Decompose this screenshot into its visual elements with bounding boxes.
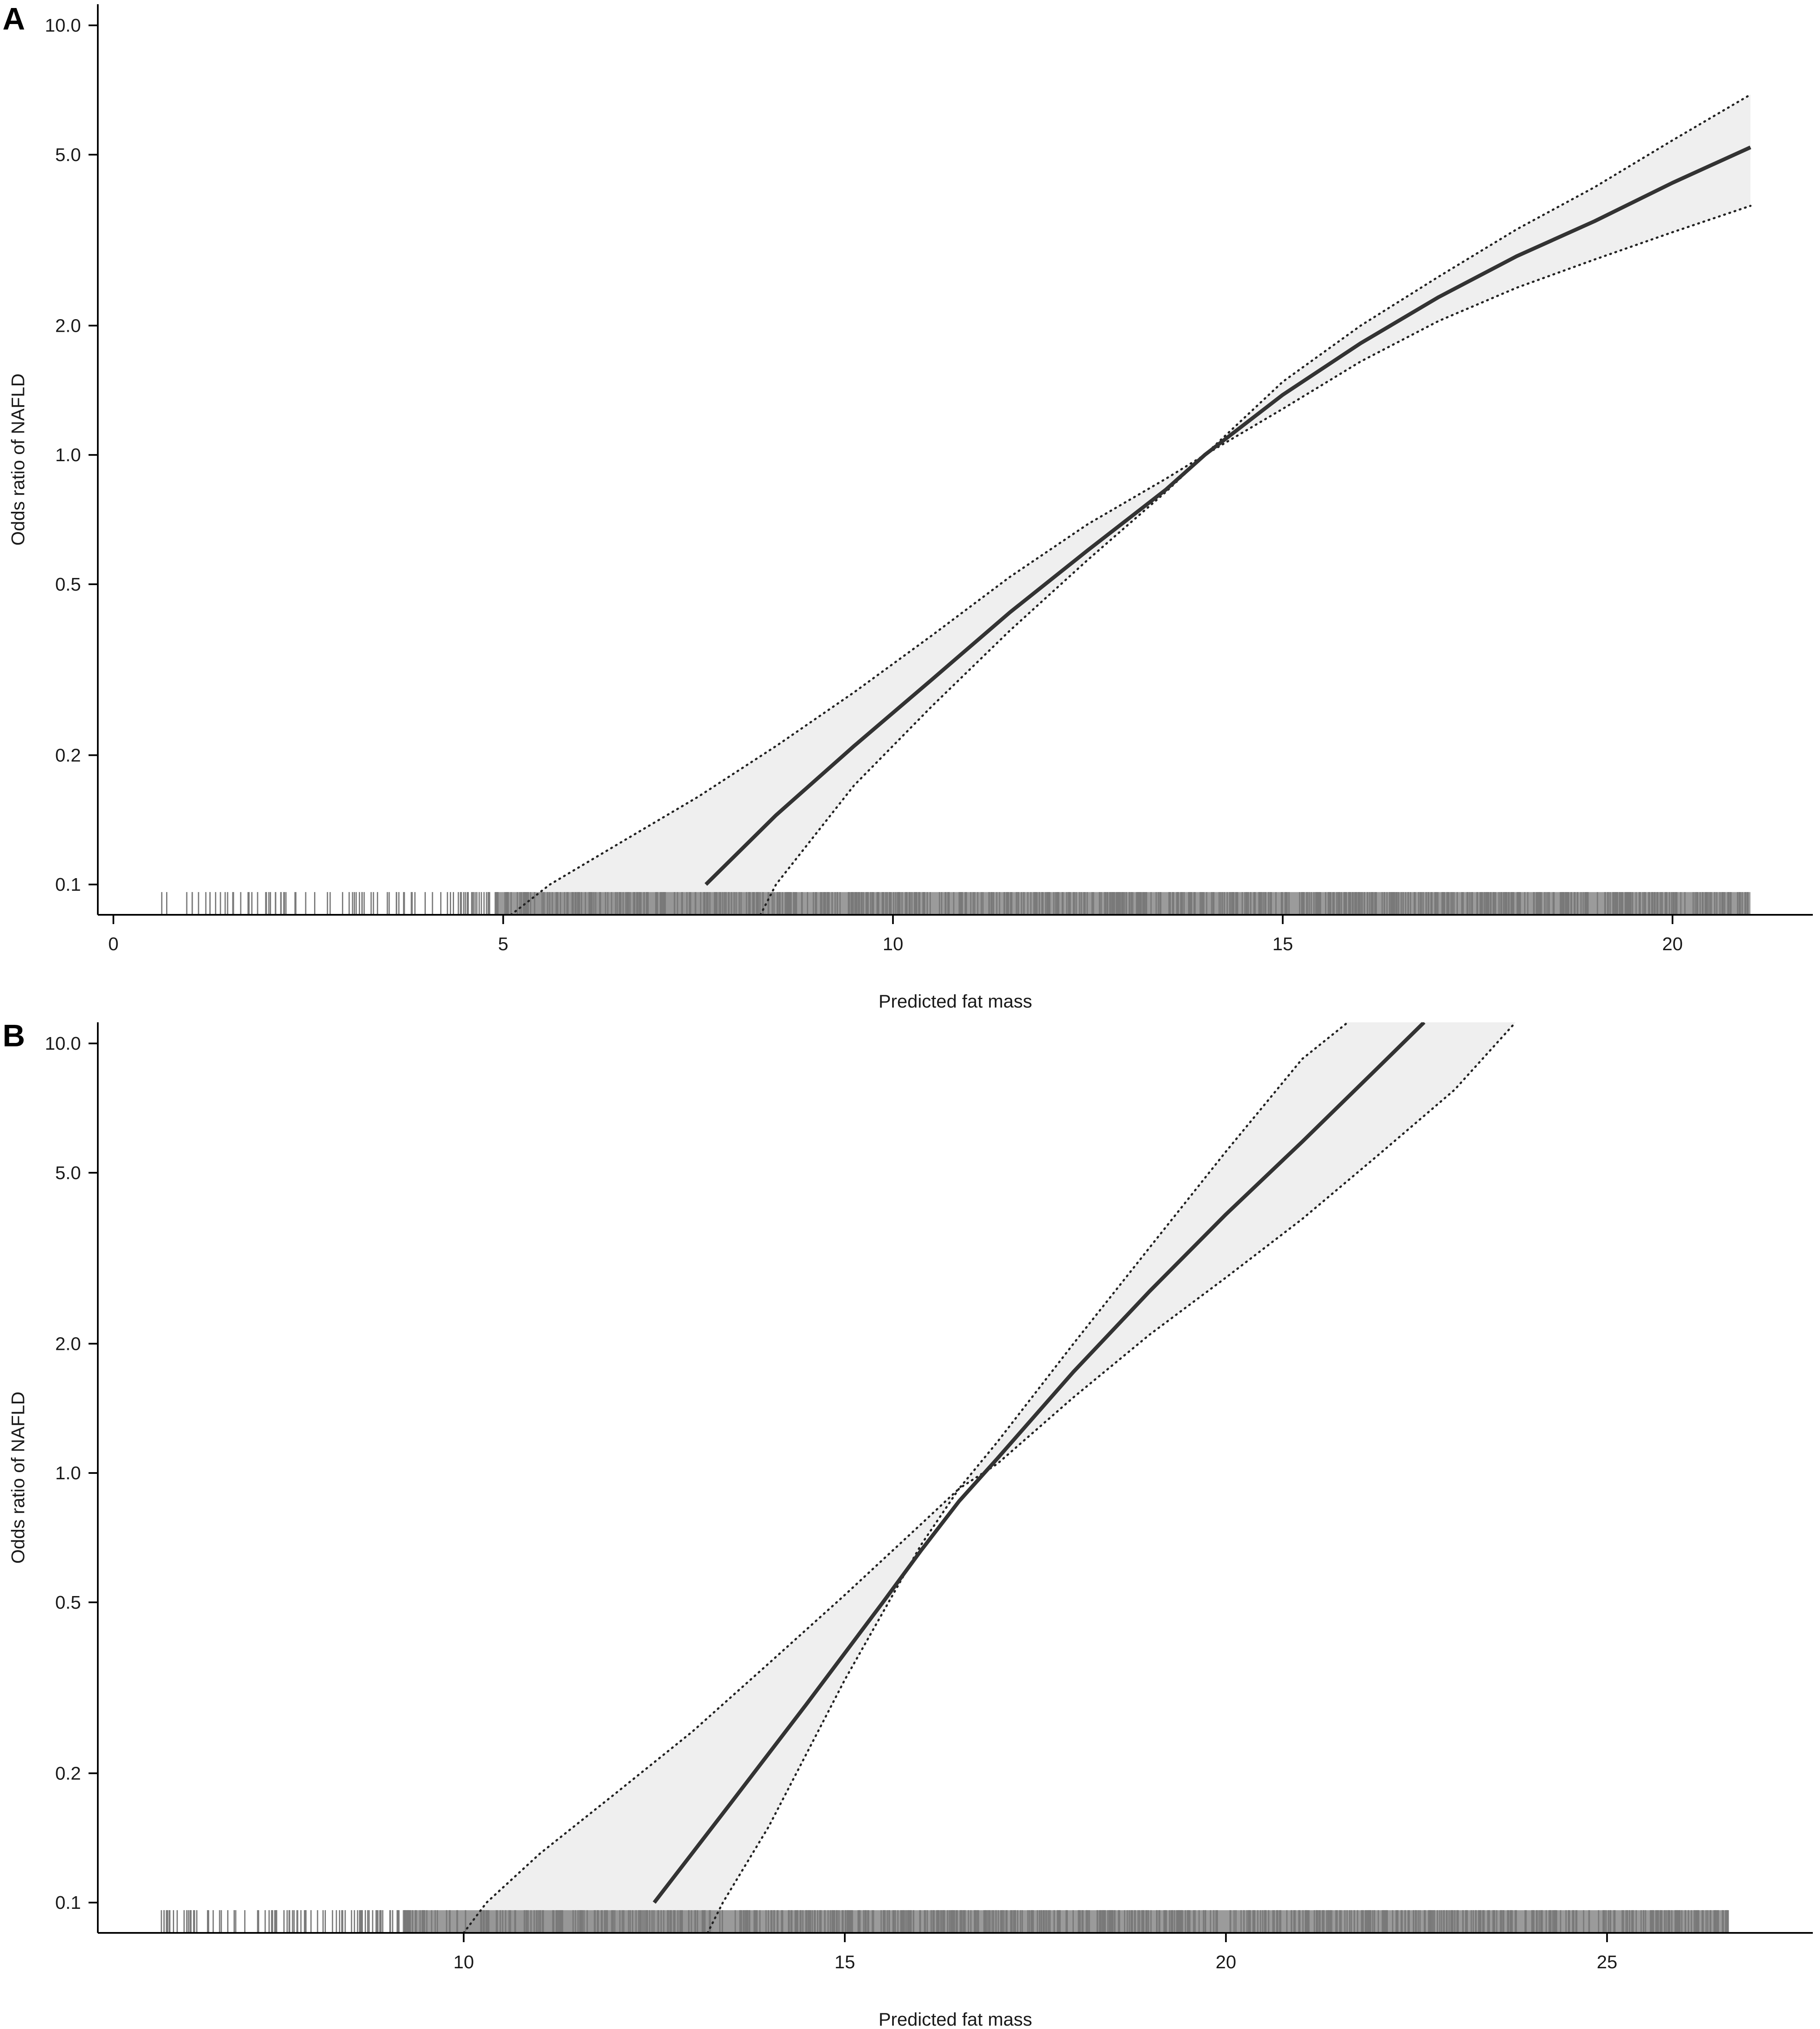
lower-ci-line	[759, 204, 1752, 915]
lower-ci-line	[706, 1022, 1517, 1933]
x-tick-label: 15	[1272, 934, 1293, 954]
y-tick-label: 0.5	[55, 574, 81, 595]
y-tick-label: 10.0	[45, 15, 81, 36]
x-tick-label: 20	[1662, 934, 1683, 954]
y-tick-label: 5.0	[55, 145, 81, 165]
panel-a-marks	[161, 93, 1752, 915]
rug-dense	[495, 892, 1751, 915]
x-tick-label: 15	[834, 1952, 855, 1973]
confidence-band	[511, 94, 1751, 915]
y-tick-label: 1.0	[55, 1463, 81, 1483]
y-tick-label: 2.0	[55, 315, 81, 336]
panel-a: A 0.1 0.2 0.5 1.0 2.0 5.0 10.0 0 5 10 15 20 Predict…	[3, 1, 1813, 1012]
panel-b: B 0.1 0.2 0.5 1.0 2.0 5.0 10.0 10 15 20 25 Predict…	[3, 1018, 1813, 2029]
panel-b-y-axis-title: Odds ratio of NAFLD	[8, 1392, 28, 1564]
upper-ci-line	[462, 1022, 1349, 1933]
x-tick-label: 10	[453, 1952, 474, 1973]
x-tick-label: 0	[108, 934, 118, 954]
rug-plot	[161, 892, 1751, 915]
y-tick-label: 10.0	[45, 1033, 81, 1054]
rug-plot	[161, 1910, 1729, 1933]
panel-b-ticks: 0.1 0.2 0.5 1.0 2.0 5.0 10.0 10 15 20 25	[45, 1033, 1617, 1973]
y-tick-label: 1.0	[55, 445, 81, 465]
y-tick-label: 0.1	[55, 1892, 81, 1913]
y-tick-label: 2.0	[55, 1333, 81, 1354]
x-tick-label: 10	[883, 934, 903, 954]
y-tick-label: 5.0	[55, 1163, 81, 1183]
estimate-line	[704, 145, 1751, 886]
rug-dense	[403, 1910, 1729, 1933]
confidence-band	[463, 1022, 1516, 1933]
panel-label-b: B	[3, 1018, 25, 1053]
panel-label-a: A	[3, 1, 25, 36]
y-tick-label: 0.5	[55, 1592, 81, 1613]
panel-a-y-axis-title: Odds ratio of NAFLD	[8, 374, 28, 546]
upper-ci-line	[510, 93, 1752, 915]
estimate-line	[653, 1022, 1426, 1904]
y-tick-label: 0.2	[55, 1763, 81, 1784]
x-tick-label: 5	[498, 934, 508, 954]
y-tick-label: 0.1	[55, 874, 81, 895]
x-tick-label: 25	[1597, 1952, 1617, 1973]
y-tick-label: 0.2	[55, 745, 81, 766]
panel-b-marks	[161, 1022, 1729, 1933]
x-tick-label: 20	[1215, 1952, 1236, 1973]
panel-b-x-axis-title: Predicted fat mass	[879, 2009, 1032, 2029]
panel-a-x-axis-title: Predicted fat mass	[879, 991, 1032, 1012]
panel-a-ticks: 0.1 0.2 0.5 1.0 2.0 5.0 10.0 0 5 10 15 20	[45, 15, 1683, 954]
